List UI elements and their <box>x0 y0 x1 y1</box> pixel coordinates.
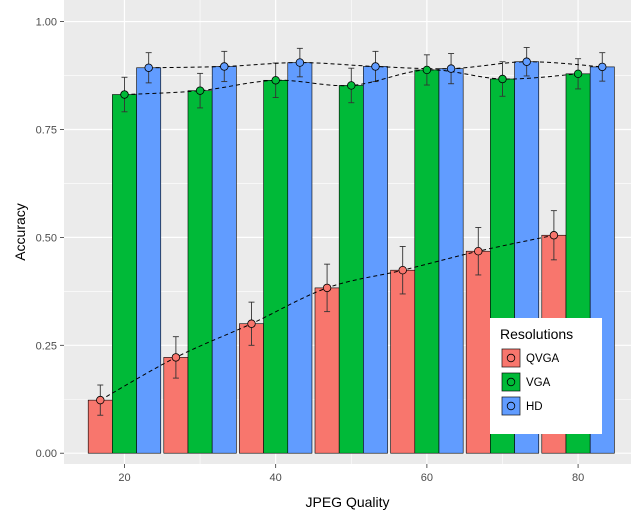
point-qvga-80 <box>549 231 559 240</box>
point-hd-60 <box>446 64 456 73</box>
point-vga-40 <box>271 76 280 85</box>
y-tick-label: 0.25 <box>36 340 57 352</box>
point-qvga-50 <box>322 283 332 293</box>
x-tick-label: 80 <box>572 472 584 484</box>
bar-hd-60 <box>438 68 464 454</box>
point-qvga-30 <box>171 353 181 362</box>
y-axis: 0.00 0.25 0.50 0.75 1.00 <box>36 17 64 460</box>
y-tick-label: 0.00 <box>36 448 57 460</box>
point-vga-50 <box>347 81 356 90</box>
legend-item-qvga: QVGA <box>501 348 560 368</box>
y-axis-title: Accuracy <box>12 203 28 261</box>
bar-hd-20 <box>136 67 162 454</box>
y-tick-label: 0.75 <box>36 124 57 136</box>
bar-vga-50 <box>338 85 364 454</box>
bar-hd-50 <box>363 66 388 454</box>
x-axis-title: JPEG Quality <box>305 494 389 510</box>
point-vga-60 <box>422 65 432 75</box>
point-qvga-20 <box>96 395 105 405</box>
legend-item-vga: VGA <box>501 372 551 392</box>
bar-vga-30 <box>187 90 213 454</box>
legend-items: QVGA VGA HD <box>501 348 560 416</box>
legend-key-point <box>506 377 516 387</box>
bar-hd-40 <box>287 62 313 454</box>
y-tick-label: 0.50 <box>36 232 57 244</box>
point-qvga-70 <box>474 247 483 256</box>
bar-vga-20 <box>112 94 137 454</box>
legend-item-hd: HD <box>501 396 543 416</box>
point-hd-20 <box>144 63 153 72</box>
x-tick-label: 40 <box>270 472 282 484</box>
point-vga-20 <box>120 90 129 99</box>
bar-hd-30 <box>211 66 237 454</box>
legend: Resolutions QVGA VGA HD <box>490 318 602 434</box>
point-hd-70 <box>522 57 531 66</box>
point-vga-70 <box>498 74 507 84</box>
point-hd-40 <box>295 58 305 67</box>
x-axis: 20 40 60 80 <box>118 464 584 484</box>
y-tick-label: 1.00 <box>36 17 57 29</box>
point-qvga-60 <box>398 265 407 275</box>
point-vga-80 <box>573 69 583 79</box>
bar-vga-40 <box>263 79 289 454</box>
bar-qvga-50 <box>314 287 340 454</box>
legend-title: Resolutions <box>500 326 573 342</box>
bar-qvga-60 <box>390 269 416 454</box>
x-tick-label: 60 <box>421 472 433 484</box>
mean-points <box>96 57 607 405</box>
legend-label: VGA <box>526 377 551 389</box>
point-hd-30 <box>220 62 229 71</box>
legend-key-point <box>506 401 516 411</box>
point-vga-30 <box>195 86 205 95</box>
point-hd-80 <box>598 62 607 72</box>
legend-key-point <box>506 353 516 363</box>
bar-qvga-70 <box>465 250 491 454</box>
point-hd-50 <box>371 62 380 71</box>
point-qvga-40 <box>247 319 256 328</box>
x-tick-label: 20 <box>118 472 130 484</box>
legend-label: QVGA <box>526 353 560 365</box>
legend-label: HD <box>526 401 543 413</box>
